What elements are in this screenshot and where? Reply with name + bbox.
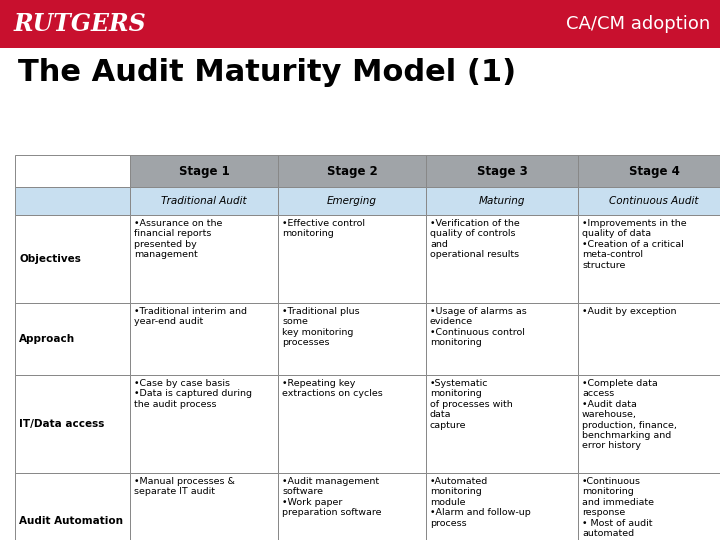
Text: RUTGERS: RUTGERS: [14, 12, 147, 36]
Text: •Improvements in the
quality of data
•Creation of a critical
meta-control
struct: •Improvements in the quality of data •Cr…: [582, 219, 687, 269]
Text: CA/CM adoption: CA/CM adoption: [566, 15, 710, 33]
Text: •Audit by exception: •Audit by exception: [582, 307, 677, 316]
Bar: [15, 473, 130, 540]
Text: Stage 4: Stage 4: [629, 165, 680, 178]
Bar: [278, 303, 426, 375]
Bar: [130, 303, 278, 375]
Bar: [578, 303, 720, 375]
Text: •Audit management
software
•Work paper
preparation software: •Audit management software •Work paper p…: [282, 477, 382, 517]
Text: •Manual processes &
separate IT audit: •Manual processes & separate IT audit: [134, 477, 235, 496]
Text: •Traditional interim and
year-end audit: •Traditional interim and year-end audit: [134, 307, 247, 326]
Bar: [15, 187, 130, 215]
Text: IT/Data access: IT/Data access: [19, 419, 104, 429]
Text: •Usage of alarms as
evidence
•Continuous control
monitoring: •Usage of alarms as evidence •Continuous…: [430, 307, 527, 347]
Text: Stage 2: Stage 2: [327, 165, 377, 178]
Bar: [278, 375, 426, 473]
Bar: [15, 155, 130, 187]
Bar: [0, 0, 720, 48]
Bar: [15, 303, 130, 375]
Text: Continuous Audit: Continuous Audit: [609, 196, 698, 206]
Bar: [578, 187, 720, 215]
Bar: [278, 473, 426, 540]
Bar: [130, 187, 278, 215]
Bar: [426, 215, 578, 303]
Text: •Continuous
monitoring
and immediate
response
• Most of audit
automated: •Continuous monitoring and immediate res…: [582, 477, 654, 538]
Text: •Verification of the
quality of controls
and
operational results: •Verification of the quality of controls…: [430, 219, 520, 259]
Text: •Effective control
monitoring: •Effective control monitoring: [282, 219, 365, 238]
Bar: [426, 155, 578, 187]
Bar: [15, 375, 130, 473]
Bar: [130, 473, 278, 540]
Bar: [578, 215, 720, 303]
Bar: [426, 303, 578, 375]
Bar: [426, 187, 578, 215]
Bar: [130, 155, 278, 187]
Bar: [278, 187, 426, 215]
Text: Objectives: Objectives: [19, 254, 81, 264]
Text: •Automated
monitoring
module
•Alarm and follow-up
process: •Automated monitoring module •Alarm and …: [430, 477, 531, 528]
Text: •Complete data
access
•Audit data
warehouse,
production, finance,
benchmarking a: •Complete data access •Audit data wareho…: [582, 379, 677, 450]
Bar: [278, 155, 426, 187]
Text: The Audit Maturity Model (1): The Audit Maturity Model (1): [18, 58, 516, 87]
Bar: [578, 155, 720, 187]
Text: •Case by case basis
•Data is captured during
the audit process: •Case by case basis •Data is captured du…: [134, 379, 252, 409]
Text: Stage 3: Stage 3: [477, 165, 527, 178]
Text: •Traditional plus
some
key monitoring
processes: •Traditional plus some key monitoring pr…: [282, 307, 359, 347]
Bar: [426, 375, 578, 473]
Text: Emerging: Emerging: [327, 196, 377, 206]
Bar: [578, 375, 720, 473]
Text: Stage 1: Stage 1: [179, 165, 230, 178]
Bar: [426, 473, 578, 540]
Text: Approach: Approach: [19, 334, 75, 344]
Text: Audit Automation: Audit Automation: [19, 516, 123, 526]
Text: Traditional Audit: Traditional Audit: [161, 196, 247, 206]
Bar: [15, 215, 130, 303]
Text: Maturing: Maturing: [479, 196, 526, 206]
Bar: [130, 215, 278, 303]
Text: •Repeating key
extractions on cycles: •Repeating key extractions on cycles: [282, 379, 383, 399]
Text: •Assurance on the
financial reports
presented by
management: •Assurance on the financial reports pres…: [134, 219, 222, 259]
Text: •Systematic
monitoring
of processes with
data
capture: •Systematic monitoring of processes with…: [430, 379, 513, 430]
Bar: [278, 215, 426, 303]
Bar: [130, 375, 278, 473]
Bar: [578, 473, 720, 540]
